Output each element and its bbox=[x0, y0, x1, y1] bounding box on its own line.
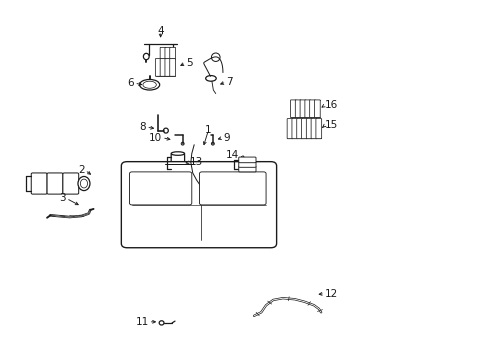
Ellipse shape bbox=[171, 152, 184, 155]
FancyBboxPatch shape bbox=[286, 118, 292, 139]
Text: 10: 10 bbox=[149, 133, 162, 143]
FancyBboxPatch shape bbox=[315, 118, 321, 139]
FancyBboxPatch shape bbox=[169, 59, 175, 76]
Ellipse shape bbox=[143, 53, 149, 60]
FancyBboxPatch shape bbox=[314, 100, 320, 118]
FancyBboxPatch shape bbox=[31, 173, 47, 194]
FancyBboxPatch shape bbox=[160, 59, 165, 76]
FancyBboxPatch shape bbox=[171, 153, 184, 173]
FancyBboxPatch shape bbox=[63, 173, 79, 194]
Circle shape bbox=[140, 204, 185, 238]
FancyBboxPatch shape bbox=[295, 100, 301, 118]
FancyBboxPatch shape bbox=[309, 100, 315, 118]
FancyBboxPatch shape bbox=[291, 118, 297, 139]
Text: 1: 1 bbox=[205, 125, 211, 135]
FancyBboxPatch shape bbox=[301, 118, 306, 139]
FancyBboxPatch shape bbox=[296, 118, 302, 139]
Text: 4: 4 bbox=[157, 26, 163, 36]
FancyBboxPatch shape bbox=[305, 118, 311, 139]
Text: 6: 6 bbox=[127, 78, 134, 88]
Circle shape bbox=[207, 204, 253, 238]
FancyBboxPatch shape bbox=[241, 171, 251, 179]
Text: 5: 5 bbox=[185, 58, 192, 68]
FancyBboxPatch shape bbox=[300, 100, 305, 118]
Text: 9: 9 bbox=[223, 133, 229, 143]
Ellipse shape bbox=[159, 321, 163, 325]
FancyBboxPatch shape bbox=[129, 172, 191, 205]
Text: 11: 11 bbox=[135, 317, 148, 327]
FancyBboxPatch shape bbox=[238, 166, 256, 172]
Text: 3: 3 bbox=[60, 193, 66, 203]
Text: 13: 13 bbox=[189, 157, 202, 167]
Text: 7: 7 bbox=[226, 77, 232, 87]
FancyBboxPatch shape bbox=[47, 173, 63, 194]
Bar bbox=[184, 161, 199, 168]
Text: 12: 12 bbox=[325, 289, 338, 298]
Text: 15: 15 bbox=[325, 120, 338, 130]
Ellipse shape bbox=[139, 80, 160, 90]
Text: 2: 2 bbox=[78, 165, 85, 175]
FancyBboxPatch shape bbox=[310, 118, 316, 139]
Bar bbox=[156, 161, 175, 168]
FancyBboxPatch shape bbox=[199, 172, 265, 205]
Text: 14: 14 bbox=[225, 150, 238, 160]
Ellipse shape bbox=[78, 176, 90, 190]
Ellipse shape bbox=[205, 76, 216, 81]
FancyBboxPatch shape bbox=[169, 48, 175, 59]
FancyBboxPatch shape bbox=[160, 48, 165, 59]
FancyBboxPatch shape bbox=[238, 157, 256, 163]
Text: 8: 8 bbox=[140, 122, 146, 132]
FancyBboxPatch shape bbox=[164, 48, 170, 59]
FancyBboxPatch shape bbox=[304, 100, 310, 118]
FancyBboxPatch shape bbox=[290, 100, 296, 118]
FancyBboxPatch shape bbox=[121, 162, 276, 248]
FancyBboxPatch shape bbox=[238, 162, 256, 167]
FancyBboxPatch shape bbox=[155, 59, 161, 76]
FancyBboxPatch shape bbox=[164, 59, 170, 76]
Text: 16: 16 bbox=[325, 100, 338, 110]
